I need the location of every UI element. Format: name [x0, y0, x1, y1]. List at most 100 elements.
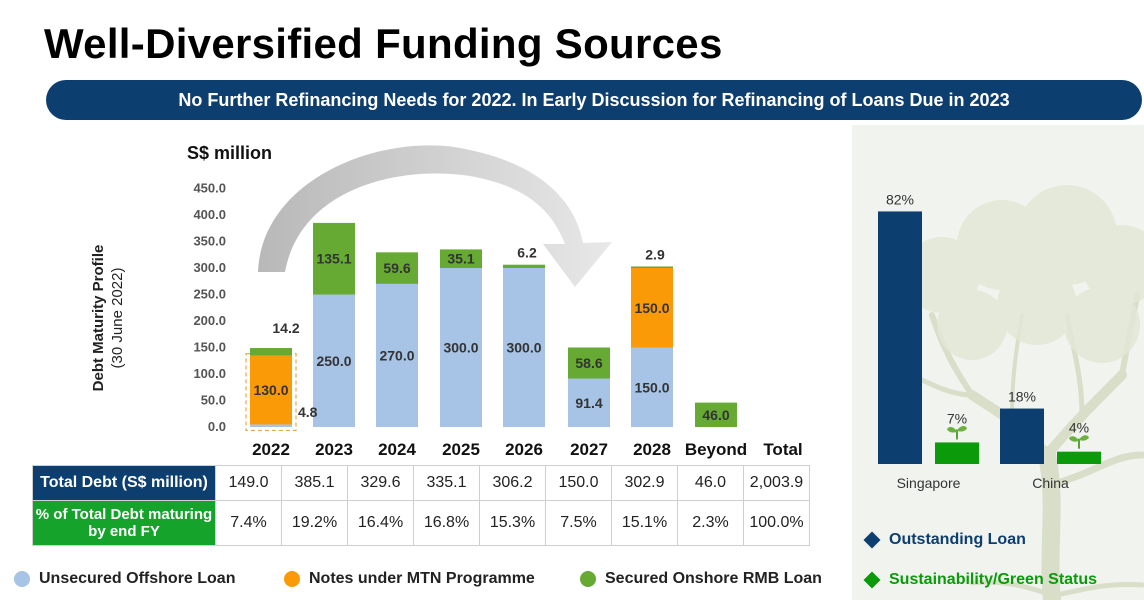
y-tick-label: 450.0	[193, 181, 226, 196]
table-cell: 7.4%	[215, 500, 282, 546]
x-tick-label: Beyond	[685, 440, 747, 459]
data-label: 150.0	[634, 379, 669, 395]
diamond-icon	[863, 571, 881, 589]
country-breakdown-panel: 82% 7% Singapore 18% 4% China	[852, 125, 1144, 600]
data-label: 6.2	[517, 245, 537, 261]
diamond-icon	[863, 531, 881, 549]
legend-item-unsecured: Unsecured Offshore Loan	[14, 570, 235, 588]
legend-item-rmb: Secured Onshore RMB Loan	[580, 570, 822, 588]
table-cell: 15.3%	[479, 500, 546, 546]
x-tick-label: 2025	[442, 440, 480, 459]
table-cell: 2,003.9	[743, 465, 810, 501]
data-label: 91.4	[575, 395, 602, 411]
data-label: 58.6	[575, 355, 602, 371]
bar-segment	[440, 249, 482, 268]
data-label: 250.0	[316, 353, 351, 369]
page-title: Well-Diversified Funding Sources	[44, 20, 723, 67]
right-legend-outstanding: Outstanding Loan	[863, 531, 1026, 549]
data-label: 270.0	[379, 347, 414, 363]
x-tick-label: 2023	[315, 440, 353, 459]
y-tick-label: 350.0	[193, 234, 226, 249]
table-cell: 19.2%	[281, 500, 348, 546]
debt-maturity-chart: 0.0 50.0 100.0 150.0 200.0 250.0 300.0 350.0 400…	[193, 145, 803, 459]
pct-debt-row: % of Total Debt maturing by end FY 7.4% …	[32, 500, 810, 546]
unit-label: S$ million	[187, 143, 273, 163]
y-tick-label: 250.0	[193, 287, 226, 302]
data-label: 130.0	[253, 382, 288, 398]
x-tick-label: 2027	[570, 440, 608, 459]
bar-segment	[631, 347, 673, 427]
table-cell: 100.0%	[743, 500, 810, 546]
table-cell: 46.0	[677, 465, 744, 501]
bar-segment	[631, 268, 673, 348]
bar	[878, 211, 922, 464]
table-cell: 149.0	[215, 465, 282, 501]
y-tick-label: 0.0	[208, 419, 226, 434]
bar-segment	[503, 268, 545, 427]
bar-segment	[313, 222, 355, 295]
y-tick-label: 400.0	[193, 207, 226, 222]
data-label: 2.9	[645, 246, 665, 262]
tree-background-icon	[904, 185, 1144, 600]
bar-segment	[440, 268, 482, 427]
bar-segment	[250, 348, 292, 356]
bar-segment	[313, 294, 355, 427]
data-label: 46.0	[702, 407, 729, 423]
x-tick-label: 2024	[378, 440, 416, 459]
data-label: 150.0	[634, 300, 669, 316]
table-cell: 150.0	[545, 465, 612, 501]
bar-segment	[631, 266, 673, 268]
table-cell: 385.1	[281, 465, 348, 501]
table-cell: 306.2	[479, 465, 546, 501]
data-label: 4.8	[298, 404, 318, 420]
data-label: 4%	[1069, 420, 1089, 436]
bar-segment	[568, 378, 610, 427]
y-tick-label: 100.0	[193, 366, 226, 381]
bar-segment	[503, 264, 545, 268]
table-cell: 15.1%	[611, 500, 678, 546]
table-cell: 16.8%	[413, 500, 480, 546]
legend-label: Unsecured Offshore Loan	[39, 570, 236, 587]
total-debt-row: Total Debt (S$ million) 149.0 385.1 329.…	[32, 465, 810, 501]
debt-table: Total Debt (S$ million) 149.0 385.1 329.…	[32, 465, 810, 546]
x-tick-label: Total	[763, 440, 802, 459]
data-label: 59.6	[383, 260, 410, 276]
y-tick-label: 200.0	[193, 313, 226, 328]
refinancing-arrow-icon	[258, 145, 612, 287]
legend-swatch-icon	[14, 571, 30, 587]
right-legend-green: Sustainability/Green Status	[863, 571, 1097, 589]
right-legend-label: Outstanding Loan	[889, 531, 1026, 548]
table-cell: 7.5%	[545, 500, 612, 546]
data-label: 300.0	[506, 340, 541, 356]
legend-swatch-icon	[284, 571, 300, 587]
y-tick-label: 300.0	[193, 260, 226, 275]
total-debt-row-label: Total Debt (S$ million)	[32, 465, 216, 501]
data-label: 135.1	[316, 251, 351, 267]
bar	[1000, 408, 1044, 464]
table-cell: 302.9	[611, 465, 678, 501]
legend-item-mtn: Notes under MTN Programme	[284, 570, 535, 588]
table-cell: 335.1	[413, 465, 480, 501]
sprout-icon	[1069, 435, 1089, 449]
y-tick-label: 150.0	[193, 340, 226, 355]
data-label: 18%	[1008, 389, 1036, 405]
x-tick-label: 2028	[633, 440, 671, 459]
sprout-icon	[947, 426, 967, 440]
legend: Unsecured Offshore Loan Notes under MTN …	[14, 570, 854, 592]
table-cell: 329.6	[347, 465, 414, 501]
pct-debt-row-label: % of Total Debt maturing by end FY	[32, 500, 216, 546]
bar-segment	[250, 355, 292, 425]
table-cell: 2.3%	[677, 500, 744, 546]
data-label: 300.0	[443, 340, 478, 356]
x-tick-label: 2026	[505, 440, 543, 459]
legend-label: Notes under MTN Programme	[309, 570, 535, 587]
bar-segment	[695, 402, 737, 427]
subtitle-banner: No Further Refinancing Needs for 2022. I…	[46, 80, 1142, 120]
bar-segment	[376, 252, 418, 284]
x-tick-label: China	[1032, 475, 1069, 491]
bar-segment	[568, 347, 610, 379]
data-label: 7%	[947, 410, 967, 426]
data-label: 35.1	[447, 251, 474, 267]
bar-segment	[376, 283, 418, 427]
bar	[935, 442, 979, 464]
